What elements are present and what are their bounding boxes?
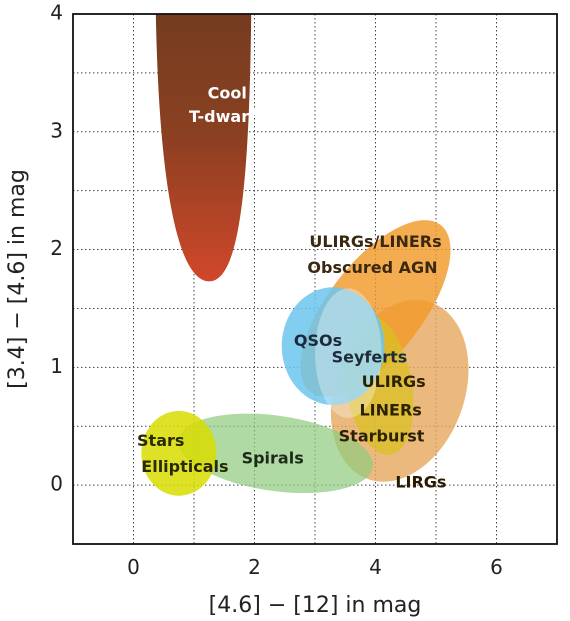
y-tick-label: 2 xyxy=(50,236,63,260)
region-label-ellipticals: Ellipticals xyxy=(141,457,228,476)
region-seyferts xyxy=(315,288,382,418)
x-tick-label: 6 xyxy=(490,555,503,579)
region-qsos xyxy=(281,287,385,406)
y-tick-label: 4 xyxy=(50,1,63,25)
region-label-ulirgs: ULIRGs xyxy=(362,372,426,391)
x-axis-title: [4.6] − [12] in mag xyxy=(209,593,422,618)
x-tick-label: 4 xyxy=(369,555,382,579)
region-label-cool: Cool xyxy=(208,84,247,103)
region-label-qsos: QSOs xyxy=(294,331,342,350)
plot-frame xyxy=(72,13,558,545)
x-tick-label: 0 xyxy=(127,555,140,579)
y-tick-label: 0 xyxy=(50,472,63,496)
region-spirals xyxy=(178,413,373,494)
axis-ticks: 0 2 4 6 0 1 2 3 4 xyxy=(50,1,503,580)
y-axis-title: [3.4] − [4.6] in mag xyxy=(5,169,30,389)
region-label-spirals: Spirals xyxy=(242,449,304,468)
y-tick-label: 3 xyxy=(50,118,63,142)
region-label-stars: Stars xyxy=(137,431,184,450)
region-label-liners: LINERs xyxy=(359,400,421,419)
x-tick-label: 2 xyxy=(248,555,261,579)
region-stars-ellipticals xyxy=(141,410,217,496)
region-label-starburst: Starburst xyxy=(339,426,425,445)
region-label-obscured-agn: Obscured AGN xyxy=(307,258,437,277)
region-cool-t-dwarfs xyxy=(155,14,252,282)
region-label-lirgs: LIRGs xyxy=(395,472,446,491)
regions-layer xyxy=(141,14,469,496)
region-labels: Cool T-dwarfs ULIRGs/LINERs Obscured AGN QSO… xyxy=(137,84,446,492)
y-tick-label: 1 xyxy=(50,354,63,378)
region-label-ulirgs-liners: ULIRGs/LINERs xyxy=(309,232,441,251)
region-label-t-dwarfs: T-dwarfs xyxy=(189,107,266,126)
region-label-seyferts: Seyferts xyxy=(332,347,408,366)
